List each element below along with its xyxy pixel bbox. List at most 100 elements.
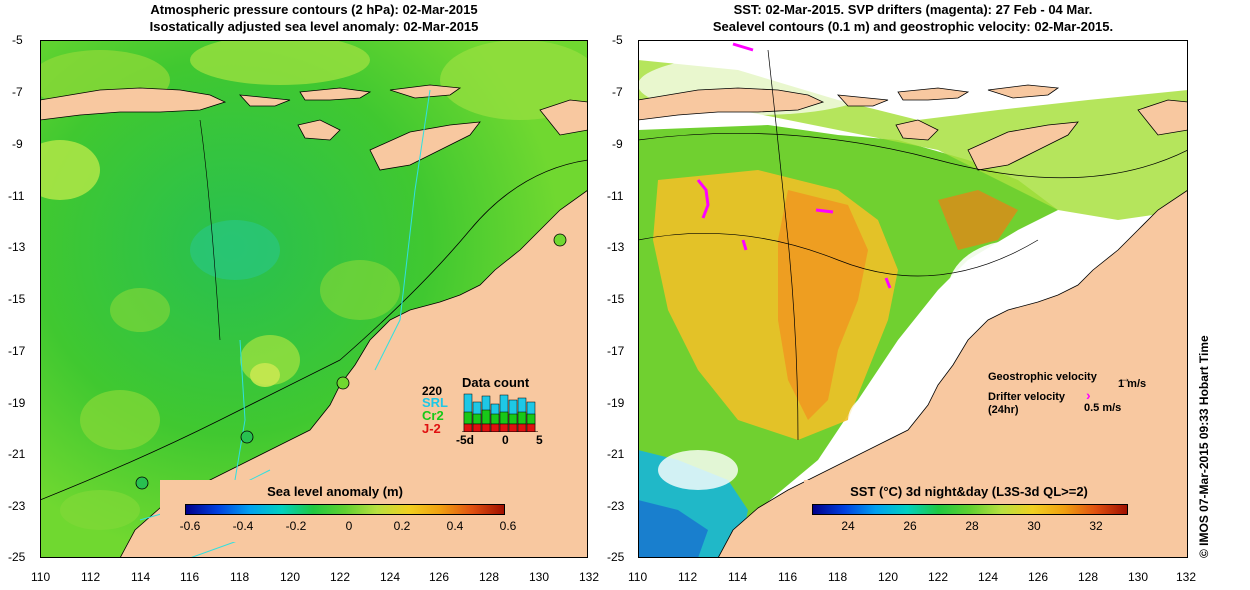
- ly-tick: -13: [8, 240, 26, 254]
- ry-tick: -19: [607, 396, 625, 410]
- lx-tick: 132: [579, 570, 600, 584]
- sat-j2: J-2: [422, 421, 441, 436]
- sumba-land: [297, 119, 341, 141]
- sea-level-colorbar-gradient: [185, 504, 505, 515]
- sl-tick-4: 0.2: [393, 519, 411, 533]
- rx-tick: 112: [678, 570, 698, 584]
- rx-tick: 130: [1128, 570, 1149, 584]
- lx-tick: 124: [380, 570, 401, 584]
- ly-tick: -25: [8, 550, 26, 564]
- lx-tick: 118: [230, 570, 250, 584]
- drifter-label-line1: Drifter velocity: [988, 391, 1066, 403]
- ry-tick: -25: [607, 550, 625, 564]
- sst-colorbar-label: SST (°C) 3d night&day (L3S-3d QL>=2): [850, 484, 1088, 499]
- rx-tick: 122: [928, 570, 949, 584]
- ly-tick: -9: [12, 137, 23, 151]
- sst-tick-32: 32: [1089, 519, 1103, 533]
- left-title: Atmospheric pressure contours (2 hPa): 0…: [40, 1, 588, 35]
- ly-tick: -15: [8, 292, 26, 306]
- australia-land: [119, 189, 588, 558]
- lx-tick: 120: [280, 570, 301, 584]
- sst-tick-24: 24: [841, 519, 855, 533]
- data-count-title: Data count: [462, 375, 530, 390]
- lx-tick: 116: [180, 570, 200, 584]
- right-title-line2: Sealevel contours (0.1 m) and geostrophi…: [712, 19, 1114, 34]
- sat-srl: SRL: [422, 395, 448, 410]
- drifter-label-line2: (24hr): [988, 404, 1019, 416]
- lx-tick: 126: [429, 570, 450, 584]
- ly-tick: -5: [12, 33, 23, 47]
- java-land: [40, 87, 227, 121]
- lx-tick: 122: [330, 570, 351, 584]
- ry-tick: -15: [607, 292, 625, 306]
- rx-tick: 120: [878, 570, 899, 584]
- sst-map: Geostrophic velocity → 1 m/s Drifter vel…: [638, 40, 1188, 558]
- data-count-max: 220: [422, 384, 443, 398]
- rx-tick: 132: [1176, 570, 1197, 584]
- rx-tick: 128: [1078, 570, 1099, 584]
- rx-tick: 110: [628, 570, 648, 584]
- data-count-tick-0: 0: [502, 433, 509, 447]
- left-title-line2: Isostatically adjusted sea level anomaly…: [149, 19, 479, 34]
- ry-tick: -7: [612, 85, 623, 99]
- ly-tick: -19: [8, 396, 26, 410]
- lx-tick: 114: [131, 570, 151, 584]
- sst-colorbar-gradient: [812, 504, 1128, 515]
- sl-tick-1: -0.4: [232, 519, 254, 533]
- right-title: SST: 02-Mar-2015. SVP drifters (magenta)…: [638, 1, 1188, 35]
- drifter-scale: 0.5 m/s: [1084, 402, 1122, 414]
- data-count-inset: Data count 220 SRL Cr2 J-2: [420, 376, 555, 448]
- sl-tick-6: 0.6: [499, 519, 517, 533]
- sea-level-colorbar-label: Sea level anomaly (m): [267, 484, 403, 499]
- sst-tick-28: 28: [965, 519, 979, 533]
- geostrophic-label: Geostrophic velocity: [988, 371, 1097, 383]
- imos-credit: © IMOS 07-Mar-2015 09:33 Hobart Time: [1197, 335, 1211, 558]
- ry-tick: -13: [607, 240, 625, 254]
- data-count-bars: [462, 393, 538, 432]
- ry-tick: -21: [607, 447, 625, 461]
- ly-tick: -7: [12, 85, 23, 99]
- lx-tick: 130: [529, 570, 550, 584]
- sst-map-svg: [638, 40, 1188, 558]
- ly-tick: -21: [8, 447, 26, 461]
- geostrophic-arrow-icon: →: [1119, 371, 1131, 385]
- drifter-arrow-icon: ›: [1086, 387, 1091, 403]
- sl-tick-2: -0.2: [285, 519, 307, 533]
- sst-tick-30: 30: [1027, 519, 1041, 533]
- drifter-label: Drifter velocity (24hr): [988, 391, 1065, 417]
- data-count-tick-5: 5: [536, 433, 543, 447]
- data-count-tick-neg5: -5d: [456, 433, 474, 447]
- ry-tick: -23: [607, 499, 625, 513]
- right-map-frame: [638, 40, 1188, 558]
- sst-colorbar: SST (°C) 3d night&day (L3S-3d QL>=2) 24 …: [804, 480, 1134, 542]
- velocity-legend: Geostrophic velocity → 1 m/s Drifter vel…: [986, 370, 1166, 420]
- ly-tick: -23: [8, 499, 26, 513]
- rx-tick: 116: [778, 570, 798, 584]
- sst-tick-26: 26: [903, 519, 917, 533]
- ly-tick: -11: [8, 189, 25, 203]
- rx-tick: 124: [978, 570, 999, 584]
- sea-level-map: Data count 220 SRL Cr2 J-2: [40, 40, 588, 558]
- ry-tick: -5: [612, 33, 623, 47]
- sat-cr2: Cr2: [422, 408, 444, 423]
- timor-land: [369, 121, 481, 171]
- ly-tick: -17: [8, 344, 26, 358]
- ry-tick: -17: [607, 344, 625, 358]
- left-title-line1: Atmospheric pressure contours (2 hPa): 0…: [150, 2, 478, 17]
- australia-land-sst: [717, 189, 1188, 558]
- sea-level-colorbar: Sea level anomaly (m) -0.6 -0.4 -0.2 0 0…: [160, 480, 516, 542]
- rx-tick: 118: [828, 570, 848, 584]
- rx-tick: 114: [728, 570, 748, 584]
- ry-tick: -11: [607, 189, 624, 203]
- lx-tick: 128: [479, 570, 500, 584]
- geostrophic-scale: 1 m/s: [1118, 378, 1147, 390]
- sl-tick-5: 0.4: [446, 519, 464, 533]
- sl-tick-0: -0.6: [179, 519, 201, 533]
- sl-tick-3: 0: [345, 519, 353, 533]
- left-map-frame: [40, 40, 588, 558]
- lx-tick: 110: [31, 570, 51, 584]
- ry-tick: -9: [612, 137, 623, 151]
- rx-tick: 126: [1028, 570, 1049, 584]
- sea-level-map-svg: [40, 40, 588, 558]
- right-title-line1: SST: 02-Mar-2015. SVP drifters (magenta)…: [733, 2, 1093, 17]
